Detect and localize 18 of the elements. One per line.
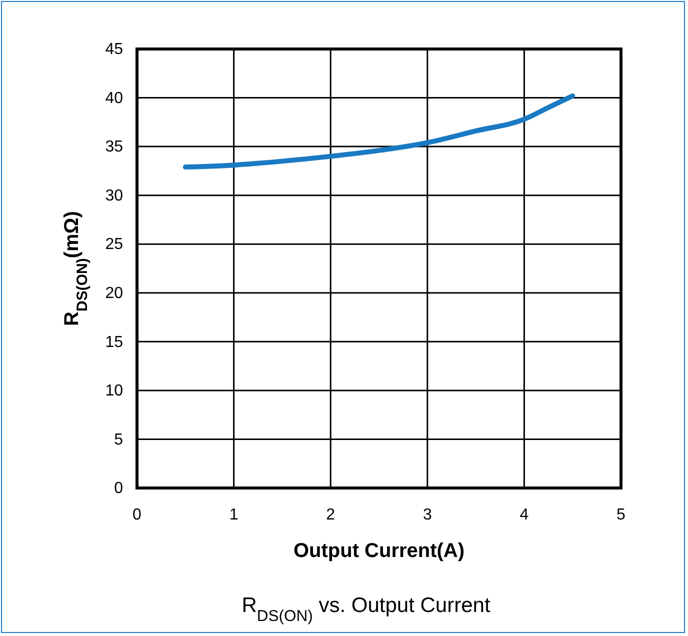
y-tick-label: 5 xyxy=(114,431,124,448)
x-tick-label: 0 xyxy=(132,506,142,524)
y-tick-label: 25 xyxy=(105,236,124,254)
y-tick-label: 35 xyxy=(105,138,124,156)
y-tick-label: 40 xyxy=(105,90,124,107)
y-tick-label: 15 xyxy=(105,334,124,351)
x-tick-label: 3 xyxy=(422,506,432,524)
y-tick-label: 30 xyxy=(105,187,124,204)
x-tick-label: 1 xyxy=(229,506,238,524)
x-tick-label: 2 xyxy=(326,506,336,524)
y-tick-label: 20 xyxy=(105,285,124,302)
y-tick-label: 10 xyxy=(105,382,124,400)
x-tick-label: 5 xyxy=(616,506,626,524)
text: R$_{DS(ON)}$ vs. Output Current xyxy=(242,594,490,624)
x-axis-title: Output Current(A) xyxy=(293,540,465,562)
x-tick-label: 4 xyxy=(520,506,529,524)
y-tick-label: 0 xyxy=(114,480,124,498)
y-tick-label: 45 xyxy=(105,41,124,58)
